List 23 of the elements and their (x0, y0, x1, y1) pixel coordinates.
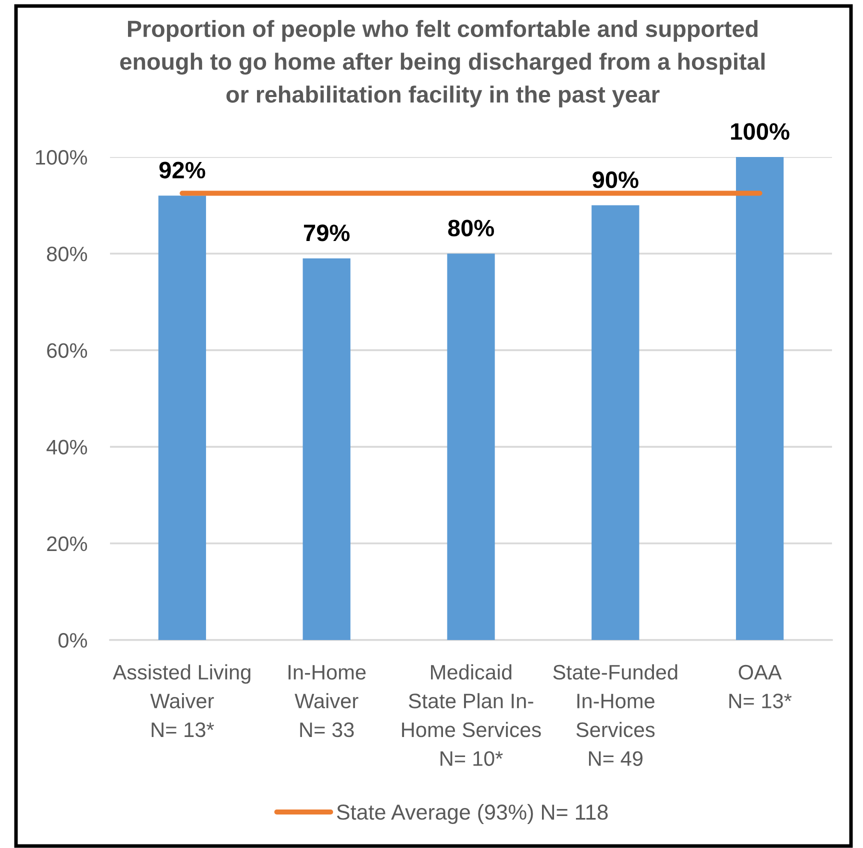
x-tick-label: Medicaid State Plan In- Home Services N= 10* (402, 664, 541, 766)
x-tick-label: State-Funded In-Home Services N= 49 (553, 664, 678, 766)
y-tick-label: 60% (47, 343, 88, 358)
y-tick-label: 20% (47, 536, 88, 552)
data-label: 100% (731, 123, 790, 140)
data-label: 79% (304, 224, 350, 242)
bar (592, 205, 640, 640)
chart-title: Proportion of people who felt comfortable and supported enough to go home after being discharged from a hospital or rehabilitation facility in the past year (120, 20, 765, 108)
legend-label: State Average (93%) N= 118 (336, 804, 608, 824)
y-tick-label: 0% (58, 633, 88, 648)
bar (302, 258, 350, 640)
data-label: 80% (448, 220, 494, 236)
data-label: 90% (592, 171, 638, 188)
y-tick-label: 100% (36, 150, 88, 165)
y-tick-label: 80% (46, 246, 88, 262)
bar (158, 196, 206, 640)
x-tick-label: In-Home Waiver N= 33 (288, 665, 366, 738)
y-tick-label: 40% (46, 440, 88, 455)
x-tick-label: Assisted Living Waiver N= 13* (112, 664, 250, 738)
data-label: 92% (159, 162, 206, 178)
bar (447, 254, 495, 640)
bar (736, 157, 784, 640)
x-tick-label: OAA N= 13* (729, 664, 792, 708)
